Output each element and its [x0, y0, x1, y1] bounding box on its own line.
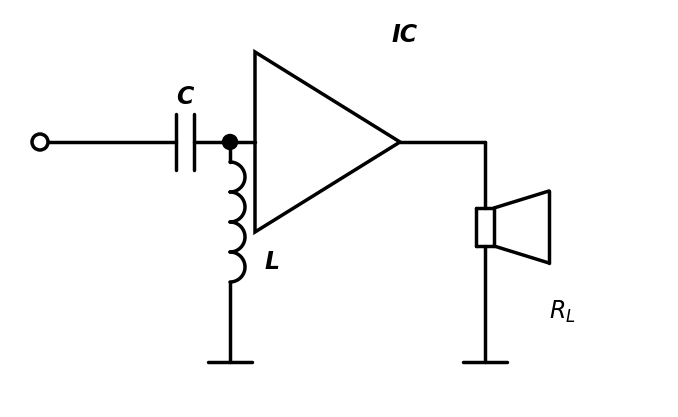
Circle shape — [222, 135, 237, 150]
Text: C: C — [176, 85, 194, 109]
Text: L: L — [264, 250, 279, 274]
Text: IC: IC — [392, 23, 418, 47]
Text: $R_L$: $R_L$ — [549, 299, 576, 325]
